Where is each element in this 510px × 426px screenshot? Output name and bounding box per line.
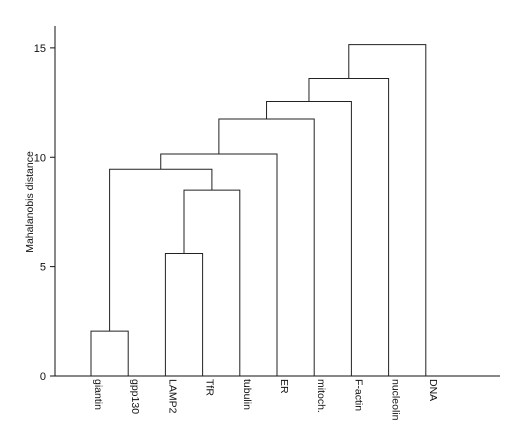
leaf-label: giantin — [92, 379, 104, 410]
dendrogram-link — [183, 189, 241, 376]
y-tick-label: 0 — [40, 371, 46, 383]
y-tick-label: 10 — [34, 152, 46, 164]
dendrogram-link — [109, 168, 213, 332]
dendrogram-link — [218, 118, 315, 376]
leaf-label: DNA — [427, 379, 439, 401]
y-tick-label: 15 — [34, 43, 46, 55]
leaf-label: TfR — [204, 379, 216, 396]
leaf-label: mitoch. — [315, 379, 327, 413]
dendrogram-link — [164, 253, 204, 376]
leaf-label: F-actin — [352, 379, 364, 411]
dendrogram-link — [348, 44, 427, 376]
leaf-label: ER — [278, 379, 290, 394]
leaf-label: gpp130 — [129, 379, 141, 414]
y-axis-label: Mahalanobis distance — [24, 151, 36, 253]
leaf-label: nucleolin — [390, 379, 402, 421]
y-ticks: 0 5 10 15 — [34, 43, 55, 383]
y-tick-label: 5 — [40, 262, 46, 274]
dendrogram-link — [266, 100, 352, 376]
leaf-label: tubulin — [241, 379, 253, 410]
dendrogram-link — [160, 153, 278, 376]
dendrogram-link — [90, 330, 129, 376]
leaf-label: LAMP2 — [166, 379, 178, 414]
dendrogram-links — [90, 44, 427, 376]
leaf-labels: giantin gpp130 LAMP2 TfR tubulin ER mitoch. F-a… — [92, 379, 439, 421]
dendrogram-link — [308, 78, 390, 376]
